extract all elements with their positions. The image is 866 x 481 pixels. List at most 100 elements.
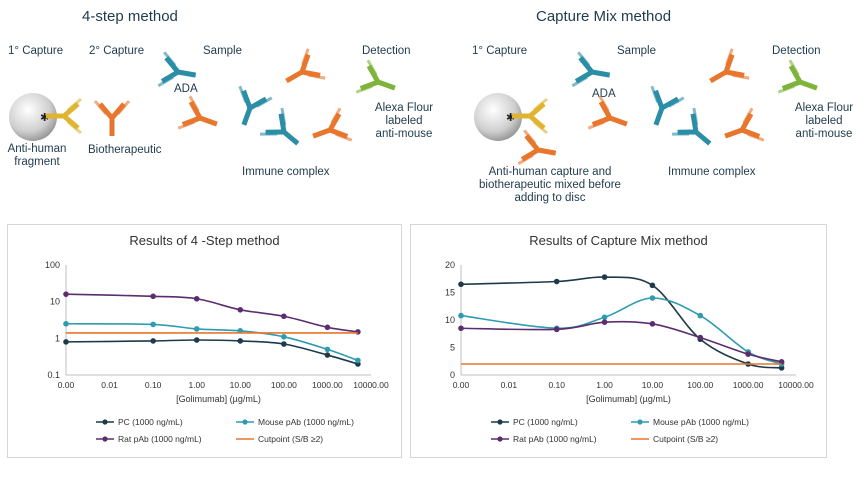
antibody-icon xyxy=(95,101,129,136)
y-tick-label: 15 xyxy=(445,288,455,298)
x-tick-label: 0.10 xyxy=(548,380,565,390)
chart-panel-capture-mix: Results of Capture Mix method 20 15 10 5 0 0.… xyxy=(410,224,827,458)
legend-entry: Mouse pAb (1000 ng/mL) xyxy=(653,417,749,427)
data-point xyxy=(458,325,464,332)
y-tick-label: 1 xyxy=(55,333,60,343)
label-alexa: Alexa Flour labeled anti-mouse xyxy=(374,102,434,140)
data-point xyxy=(649,282,656,289)
label-detection: Detection xyxy=(362,45,411,57)
antibody-icon xyxy=(356,60,401,104)
bead-icon xyxy=(9,93,57,141)
data-point xyxy=(355,329,361,335)
data-point xyxy=(324,324,331,331)
chart-capture-mix: 20 15 10 5 00.00 0.01 0.10 1.00 10.00 100.00 1000.… xyxy=(445,260,814,444)
data-point xyxy=(150,321,156,328)
data-point xyxy=(281,341,287,347)
antibody-icon xyxy=(702,49,749,96)
label-ada: ADA xyxy=(592,88,616,100)
legend-marker xyxy=(242,419,248,425)
legend-marker xyxy=(497,436,503,442)
antibody-icon xyxy=(158,52,198,92)
x-axis-label: [Golimumab] (µg/mL) xyxy=(586,394,671,404)
legend-marker xyxy=(102,419,108,425)
legend-entry: PC (1000 ng/mL) xyxy=(118,417,183,427)
x-tick-label: 0.00 xyxy=(58,380,75,390)
data-point xyxy=(601,319,608,325)
y-tick-label: 0.1 xyxy=(47,370,60,380)
data-point xyxy=(63,291,69,297)
data-point xyxy=(697,334,704,341)
legend-entry: Mouse pAb (1000 ng/mL) xyxy=(258,417,354,427)
data-point xyxy=(745,351,751,357)
data-point xyxy=(649,295,656,301)
data-point xyxy=(324,346,331,353)
legend-entry: PC (1000 ng/mL) xyxy=(513,417,578,427)
x-tick-label: 100.00 xyxy=(271,380,297,390)
x-tick-label: 10000.00 xyxy=(778,380,814,390)
label-ada: ADA xyxy=(174,83,198,95)
legend-entry: Cutpoint (S/B ≥2) xyxy=(258,434,323,444)
x-tick-label: 1000.00 xyxy=(312,380,343,390)
data-point xyxy=(237,338,244,344)
data-point xyxy=(649,321,656,327)
antibody-icon xyxy=(518,130,558,170)
y-tick-label: 100 xyxy=(45,260,60,270)
x-tick-label: 1.00 xyxy=(596,380,613,390)
data-point xyxy=(150,338,156,344)
data-point xyxy=(601,274,608,280)
svg-text:✱: ✱ xyxy=(506,112,515,124)
x-tick-label: 0.00 xyxy=(453,380,470,390)
diagram-art: ✱ xyxy=(440,0,866,200)
label-capture1: 1° Capture xyxy=(472,45,528,57)
antibody-icon xyxy=(278,49,325,96)
data-point xyxy=(193,326,200,332)
x-axis-label: [Golimumab] (µg/mL) xyxy=(176,394,261,404)
antibody-icon xyxy=(588,96,633,140)
legend-entry: Rat pAb (1000 ng/mL) xyxy=(118,434,202,444)
data-point xyxy=(193,295,200,302)
data-point xyxy=(63,320,69,327)
chart-4step: 100 10 1 0.10.00 0.01 0.10 1.00 10.00 100.00 1000… xyxy=(45,260,389,444)
data-point xyxy=(281,313,287,320)
x-tick-label: 0.01 xyxy=(101,380,118,390)
data-point xyxy=(601,314,608,321)
antibody-icon xyxy=(260,108,309,157)
label-sample: Sample xyxy=(617,45,656,57)
data-point xyxy=(281,334,287,340)
y-tick-label: 10 xyxy=(445,315,455,325)
antibody-icon xyxy=(778,60,823,104)
data-point xyxy=(458,281,464,288)
x-tick-label: 1.00 xyxy=(188,380,205,390)
x-tick-label: 0.10 xyxy=(145,380,162,390)
data-point xyxy=(553,278,560,285)
svg-text:✱: ✱ xyxy=(40,112,49,124)
bead-icon xyxy=(474,93,522,141)
antibody-icon xyxy=(572,52,612,92)
series-line xyxy=(65,339,359,365)
x-tick-label: 10.00 xyxy=(642,380,664,390)
legend-marker xyxy=(497,419,503,425)
antibody-icon xyxy=(228,86,272,131)
y-tick-label: 5 xyxy=(450,343,455,353)
chart-panel-4step: Results of 4 -Step method 100 10 1 0.1 0.00 0… xyxy=(7,224,402,458)
label-anti-human: Anti-human fragment xyxy=(7,143,67,168)
antibody-icon xyxy=(719,108,764,152)
x-tick-label: 10.00 xyxy=(230,380,252,390)
data-point xyxy=(355,357,361,364)
chart-title: Results of Capture Mix method xyxy=(529,233,708,248)
diagram-title: 4-step method xyxy=(82,8,178,25)
x-tick-label: 1000.00 xyxy=(733,380,764,390)
label-alexa: Alexa Flour labeled anti-mouse xyxy=(794,102,854,140)
y-tick-label: 0 xyxy=(450,370,455,380)
x-tick-label: 100.00 xyxy=(687,380,713,390)
x-tick-label: 10000.00 xyxy=(353,380,389,390)
label-capture2: 2° Capture xyxy=(89,45,145,57)
label-immune-complex: Immune complex xyxy=(668,166,756,178)
legend-marker xyxy=(102,436,108,442)
data-point xyxy=(697,312,704,319)
label-mix: Anti-human capture and biotherapeutic mix… xyxy=(479,166,621,204)
y-tick-label: 10 xyxy=(50,297,60,307)
antibody-icon xyxy=(307,108,352,152)
label-biotherapeutic: Biotherapeutic xyxy=(88,144,162,156)
data-point xyxy=(150,293,156,300)
